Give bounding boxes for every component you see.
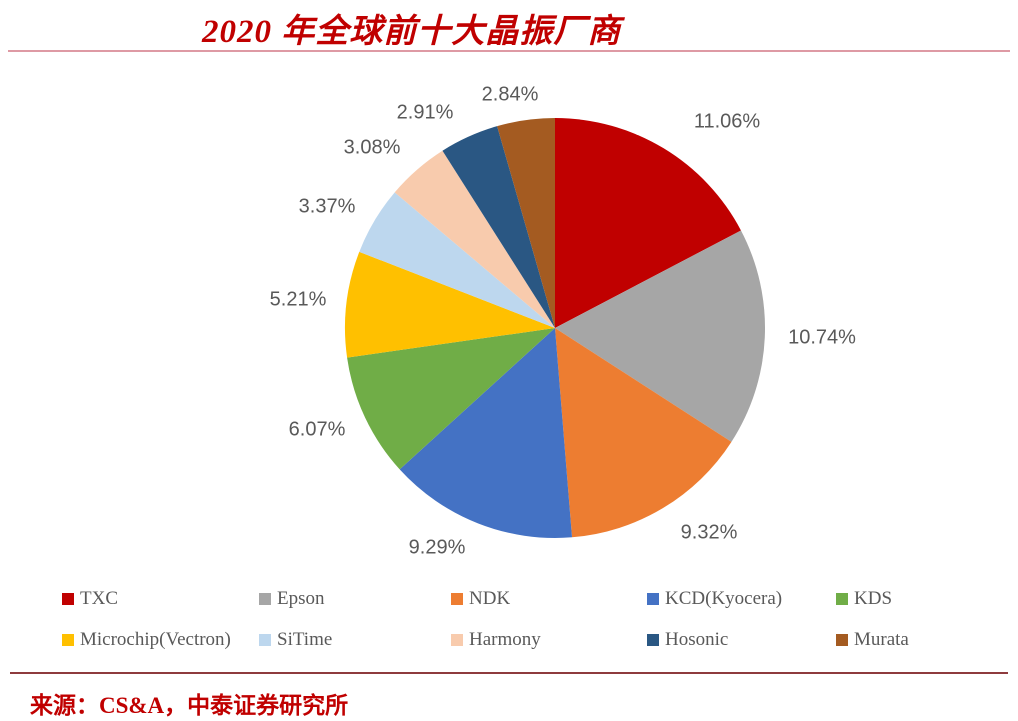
legend-swatch-icon [62, 634, 74, 646]
legend-swatch-icon [451, 593, 463, 605]
legend-item-epson: Epson [259, 588, 451, 610]
legend-swatch-icon [451, 634, 463, 646]
pie-data-label-hosonic: 2.91% [396, 101, 454, 124]
pie-data-label-harmony: 3.08% [343, 136, 401, 159]
source-note: 来源：CS&A，中泰证券研究所 [30, 693, 349, 718]
title-underline [8, 50, 1010, 52]
pie-slice-kcd-kyocera [399, 328, 573, 539]
pie-data-label-murata: 2.84% [481, 83, 539, 106]
legend-label: KCD(Kyocera) [665, 588, 783, 609]
legend-swatch-icon [647, 634, 659, 646]
footer-divider [10, 672, 1008, 674]
legend-swatch-icon [647, 593, 659, 605]
legend-label: SiTime [277, 629, 333, 650]
legend-label: TXC [80, 588, 118, 609]
pie-slice-sitime [359, 192, 555, 328]
legend-item-harmony: Harmony [451, 629, 647, 651]
legend-item-murata: Murata [836, 629, 1002, 651]
legend-swatch-icon [836, 593, 848, 605]
legend-item-ndk: NDK [451, 588, 647, 610]
legend-label: Harmony [469, 629, 541, 650]
pie-slice-kds [347, 328, 555, 470]
legend-swatch-icon [259, 634, 271, 646]
pie-slice-harmony [394, 150, 555, 328]
legend-swatch-icon [62, 593, 74, 605]
legend-item-kds: KDS [836, 588, 1002, 610]
pie-slice-txc [555, 117, 741, 328]
pie-data-label-txc: 11.06% [693, 110, 761, 133]
legend-label: KDS [854, 588, 893, 609]
chart-legend: TXC Epson NDK KCD(Kyocera) KDS Microchip(Vect… [62, 588, 1002, 670]
legend-item-txc: TXC [62, 588, 259, 610]
legend-label: Microchip(Vectron) [80, 629, 231, 650]
legend-swatch-icon [259, 593, 271, 605]
pie-data-label-kds: 6.07% [288, 418, 346, 441]
legend-label: Epson [277, 588, 325, 609]
pie-data-label-kcd-kyocera: 9.29% [408, 536, 466, 559]
pie-slice-microchip-vectron [344, 251, 555, 358]
legend-label: Murata [854, 629, 909, 650]
pie-data-label-ndk: 9.32% [680, 521, 738, 544]
legend-label: NDK [469, 588, 511, 609]
pie-slice-epson [555, 230, 766, 442]
legend-item-microchip-vectron: Microchip(Vectron) [62, 629, 259, 651]
legend-item-kcd-kyocera: KCD(Kyocera) [647, 588, 836, 610]
pie-data-label-microchip-vectron: 5.21% [269, 288, 327, 311]
pie-data-label-sitime: 3.37% [298, 195, 356, 218]
pie-data-label-epson: 10.74% [788, 326, 856, 349]
pie-slice-ndk [555, 328, 732, 538]
legend-item-hosonic: Hosonic [647, 629, 836, 651]
legend-label: Hosonic [665, 629, 729, 650]
pie-slice-hosonic [442, 126, 555, 328]
pie-slice-murata [497, 118, 555, 328]
legend-item-sitime: SiTime [259, 629, 451, 651]
chart-title: 2020 年全球前十大晶振厂商 [202, 14, 622, 50]
legend-swatch-icon [836, 634, 848, 646]
